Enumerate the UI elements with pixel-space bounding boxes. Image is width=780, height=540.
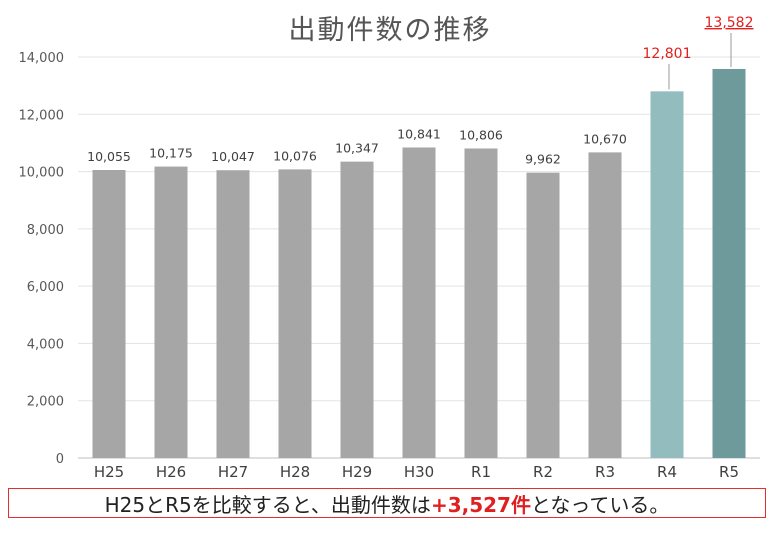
bars — [92, 68, 746, 459]
bar — [588, 152, 622, 458]
x-tick-label: R1 — [471, 463, 491, 481]
x-tick-label: R2 — [533, 463, 553, 481]
bar — [154, 166, 188, 458]
data-label: 10,076 — [273, 148, 317, 163]
data-label: 10,670 — [583, 131, 627, 146]
data-label: 9,962 — [525, 152, 561, 167]
x-tick-label: H29 — [342, 463, 372, 481]
bar — [92, 169, 126, 458]
summary-suffix: となっている。 — [530, 492, 670, 517]
x-tick-label: H26 — [156, 463, 186, 481]
data-label: 10,055 — [87, 149, 131, 164]
y-tick-label: 10,000 — [19, 166, 65, 181]
data-label: 10,047 — [211, 149, 255, 164]
x-tick-label: R4 — [657, 463, 677, 481]
bar — [526, 172, 560, 458]
data-label: 10,806 — [459, 127, 503, 142]
summary-highlight: +3,527件 — [430, 492, 531, 517]
data-label: 13,582 — [705, 15, 754, 31]
y-tick-label: 12,000 — [19, 108, 65, 123]
data-label: 10,347 — [335, 141, 379, 156]
data-label: 12,801 — [643, 46, 692, 62]
x-tick-label: H25 — [94, 463, 124, 481]
bar — [278, 169, 312, 458]
x-tick-label: H28 — [280, 463, 310, 481]
bar — [340, 161, 374, 458]
summary-box: H25とR5を比較すると、出動件数は +3,527件 となっている。 — [8, 488, 766, 518]
y-tick-label: 14,000 — [19, 51, 65, 66]
y-tick-label: 8,000 — [27, 223, 64, 238]
bar — [650, 91, 684, 459]
x-tick-label: H30 — [404, 463, 434, 481]
chart-title: 出動件数の推移 — [288, 15, 492, 46]
y-tick-label: 0 — [56, 452, 64, 467]
x-axis-ticks: H25 H26 H27 H28 H29 H30 R1 R2 R3 R4 R5 — [94, 463, 739, 481]
x-tick-label: R3 — [595, 463, 615, 481]
bar — [464, 148, 498, 458]
y-tick-label: 6,000 — [27, 280, 64, 295]
bar — [216, 170, 250, 458]
data-labels: 10,055 10,175 10,047 10,076 10,347 10,841 10,8… — [87, 15, 753, 167]
bar — [712, 68, 746, 458]
x-tick-label: R5 — [719, 463, 739, 481]
y-axis-ticks: 0 2,000 4,000 6,000 8,000 10,000 12,000 14,000 — [19, 51, 65, 467]
y-tick-label: 2,000 — [27, 395, 64, 410]
data-label: 10,841 — [397, 126, 441, 141]
bar — [402, 147, 436, 458]
summary-prefix: H25とR5を比較すると、出動件数は — [104, 492, 431, 517]
x-tick-label: H27 — [218, 463, 248, 481]
y-tick-label: 4,000 — [27, 337, 64, 352]
data-label: 10,175 — [149, 146, 193, 161]
